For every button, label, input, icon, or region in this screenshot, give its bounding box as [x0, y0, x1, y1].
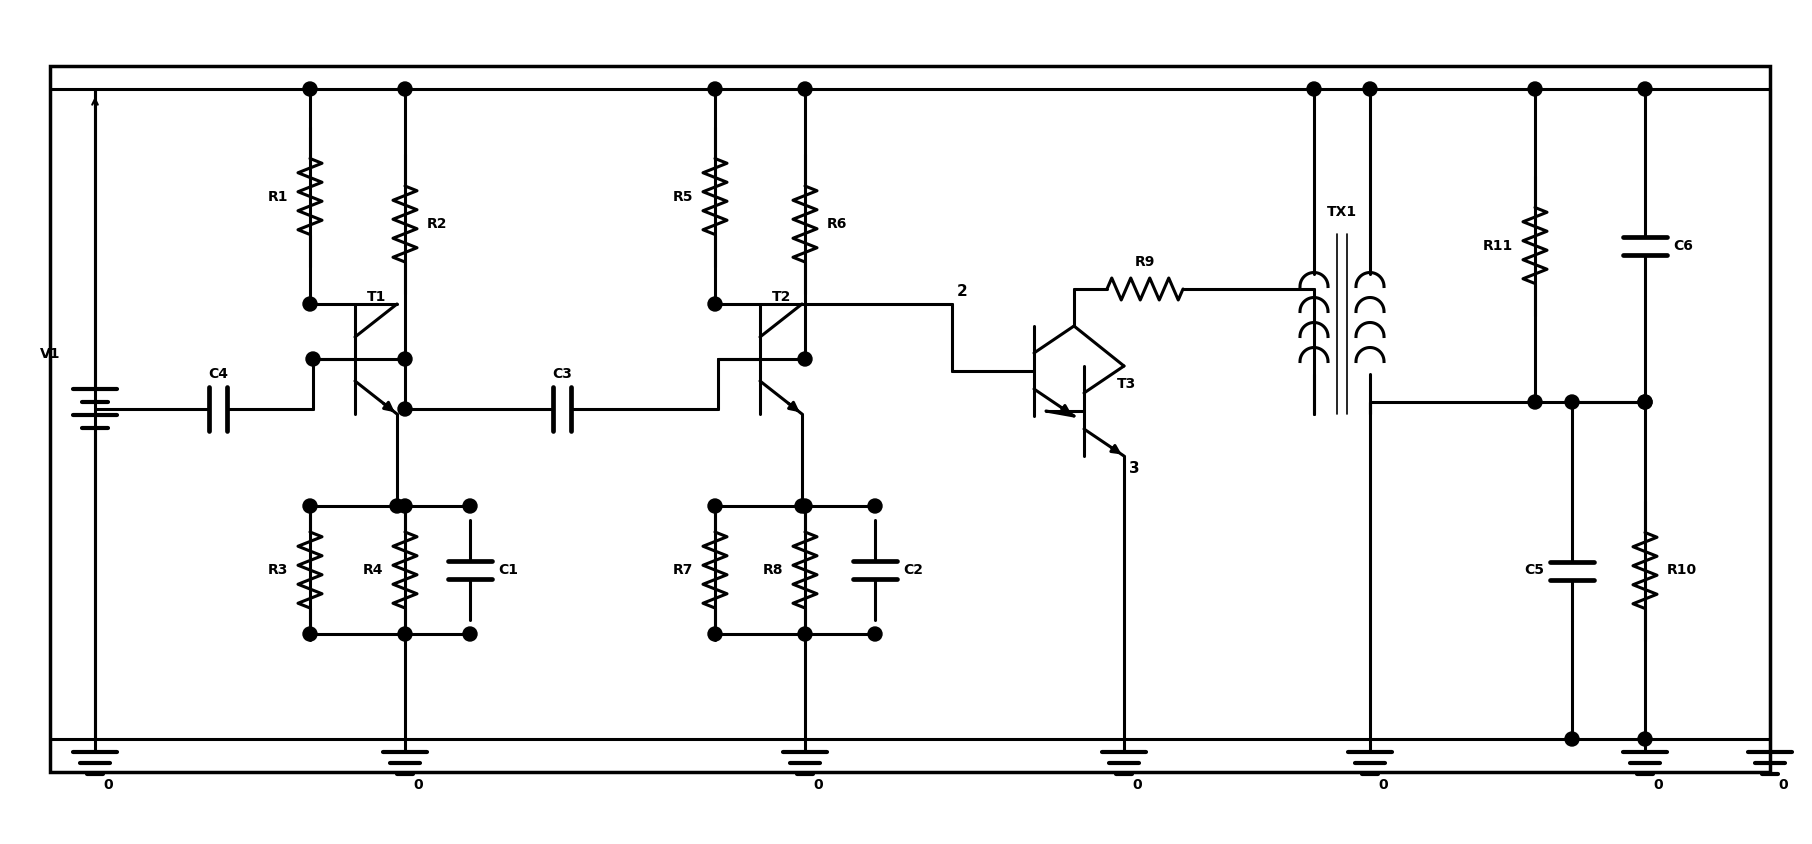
- Circle shape: [306, 352, 321, 366]
- Text: R2: R2: [428, 217, 448, 231]
- Text: R3: R3: [268, 563, 288, 577]
- Text: 2: 2: [957, 284, 968, 299]
- Circle shape: [797, 352, 812, 366]
- Circle shape: [1363, 82, 1377, 96]
- Circle shape: [464, 627, 477, 641]
- Text: V1: V1: [40, 347, 60, 361]
- Text: R1: R1: [268, 190, 288, 203]
- Text: R7: R7: [672, 563, 692, 577]
- Text: T3: T3: [1116, 377, 1136, 391]
- Text: C1: C1: [498, 563, 518, 577]
- Circle shape: [1638, 82, 1653, 96]
- Circle shape: [708, 499, 721, 513]
- Circle shape: [708, 297, 721, 311]
- Text: T1: T1: [368, 290, 386, 304]
- Text: 0: 0: [1653, 778, 1663, 792]
- Text: R5: R5: [672, 190, 692, 203]
- Circle shape: [390, 499, 404, 513]
- Circle shape: [708, 82, 721, 96]
- Circle shape: [708, 627, 721, 641]
- Circle shape: [399, 627, 411, 641]
- Circle shape: [303, 82, 317, 96]
- Text: TX1: TX1: [1326, 205, 1357, 219]
- Circle shape: [399, 352, 411, 366]
- Circle shape: [303, 627, 317, 641]
- Circle shape: [1306, 82, 1321, 96]
- Circle shape: [1528, 395, 1542, 409]
- Circle shape: [1638, 395, 1653, 409]
- Circle shape: [1638, 395, 1653, 409]
- Text: C6: C6: [1672, 239, 1692, 252]
- Circle shape: [464, 499, 477, 513]
- Text: T2: T2: [772, 290, 792, 304]
- Text: R10: R10: [1667, 564, 1698, 577]
- Text: 0: 0: [1778, 778, 1788, 792]
- Text: 0: 0: [1377, 778, 1388, 792]
- Text: C3: C3: [553, 367, 573, 381]
- Text: 3: 3: [1129, 461, 1140, 476]
- Text: 0: 0: [814, 778, 823, 792]
- Bar: [51, 66, 1770, 772]
- Circle shape: [797, 627, 812, 641]
- Text: R4: R4: [362, 563, 382, 577]
- Circle shape: [303, 297, 317, 311]
- Text: 0: 0: [1132, 778, 1142, 792]
- Text: R9: R9: [1134, 255, 1156, 269]
- Text: C2: C2: [902, 563, 922, 577]
- Text: R8: R8: [763, 563, 783, 577]
- Circle shape: [1566, 732, 1578, 746]
- Circle shape: [795, 499, 808, 513]
- Circle shape: [1528, 82, 1542, 96]
- Text: 0: 0: [103, 778, 112, 792]
- Circle shape: [303, 499, 317, 513]
- Circle shape: [1638, 732, 1653, 746]
- Text: C4: C4: [208, 367, 228, 381]
- Circle shape: [1566, 395, 1578, 409]
- Text: 0: 0: [413, 778, 422, 792]
- Circle shape: [797, 499, 812, 513]
- Circle shape: [797, 82, 812, 96]
- Text: R11: R11: [1482, 239, 1513, 252]
- Circle shape: [399, 499, 411, 513]
- Circle shape: [399, 402, 411, 416]
- Circle shape: [868, 499, 882, 513]
- Text: R6: R6: [826, 217, 848, 231]
- Circle shape: [868, 627, 882, 641]
- Circle shape: [399, 82, 411, 96]
- Text: C5: C5: [1524, 564, 1544, 577]
